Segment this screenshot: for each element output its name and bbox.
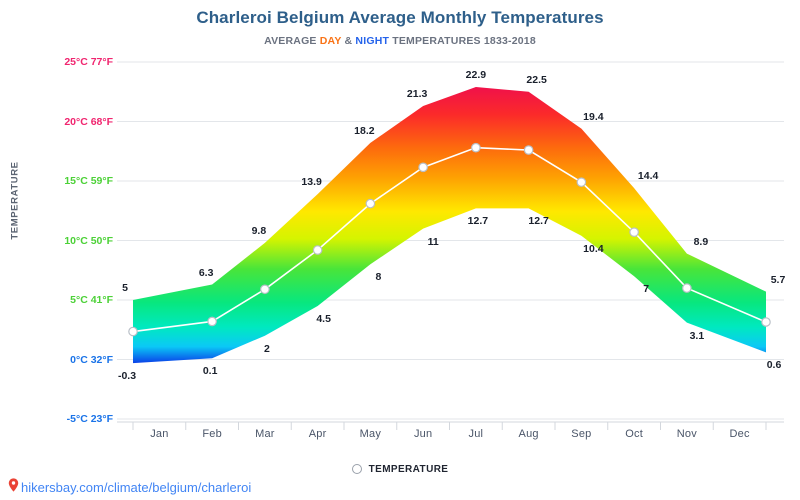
- y-axis-tick-label-6: -5°C 23°F: [66, 413, 113, 425]
- night-value-label-nov: 3.1: [689, 329, 705, 342]
- x-axis: [117, 421, 784, 430]
- x-axis-tick-label-may: May: [359, 428, 382, 440]
- data-point-marker[interactable]: [365, 198, 376, 209]
- y-axis-tick-label-2: 15°C 59°F: [64, 175, 113, 187]
- night-value-label-feb: 0.1: [202, 365, 218, 378]
- data-point-marker[interactable]: [471, 142, 481, 153]
- source-link[interactable]: hikersbay.com/climate/belgium/charleroi: [8, 478, 252, 496]
- data-point-marker[interactable]: [761, 317, 771, 327]
- x-axis-tick-label-jan: Jan: [150, 428, 169, 440]
- chart-subtitle: AVERAGE DAY & NIGHT TEMPERATURES 1833-20…: [0, 35, 800, 47]
- day-value-label-may: 18.2: [354, 124, 375, 137]
- data-point-marker[interactable]: [418, 162, 428, 173]
- day-value-label-jun: 21.3: [406, 88, 428, 101]
- chart-legend[interactable]: TEMPERATURE: [0, 463, 800, 475]
- subtitle-day: DAY: [319, 35, 342, 47]
- night-value-label-aug: 12.7: [528, 215, 549, 228]
- location-pin-icon: [8, 478, 19, 495]
- y-axis-tick-label-3: 10°C 50°F: [64, 234, 113, 247]
- x-axis-tick-label-jul: Jul: [468, 428, 484, 440]
- subtitle-prefix: AVERAGE: [264, 35, 320, 47]
- data-point-marker[interactable]: [576, 177, 587, 187]
- day-value-label-apr: 13.9: [301, 176, 322, 189]
- night-value-label-jan: -0.3: [117, 370, 137, 383]
- page-title: Charleroi Belgium Average Monthly Temper…: [196, 8, 604, 27]
- legend-label: TEMPERATURE: [368, 464, 449, 475]
- night-value-label-sep: 10.4: [583, 242, 604, 255]
- day-value-label-dec: 5.7: [770, 273, 786, 286]
- subtitle-ampersand: &: [341, 35, 356, 47]
- day-value-label-sep: 19.4: [583, 110, 604, 123]
- night-value-label-mar: 2: [263, 342, 270, 355]
- x-axis-tick-label-feb: Feb: [202, 428, 222, 440]
- x-axis-tick-label-dec: Dec: [729, 428, 750, 440]
- temperature-band: [133, 86, 766, 364]
- night-value-label-jun: 11: [427, 235, 439, 248]
- night-value-label-may: 8: [375, 271, 382, 284]
- day-value-label-mar: 9.8: [251, 224, 267, 237]
- night-value-label-oct: 7: [643, 283, 650, 296]
- data-point-marker[interactable]: [312, 245, 323, 255]
- x-axis-tick-label-jun: Jun: [413, 428, 433, 440]
- day-value-label-jan: 5: [122, 282, 128, 294]
- data-point-marker[interactable]: [260, 284, 270, 295]
- x-axis-tick-label-sep: Sep: [571, 428, 592, 440]
- x-axis-tick-label-aug: Aug: [518, 428, 539, 440]
- day-value-label-oct: 14.4: [637, 170, 659, 183]
- y-axis-tick-label-5: 0°C 32°F: [70, 353, 113, 366]
- subtitle-suffix: TEMPERATURES 1833-2018: [389, 35, 536, 47]
- day-value-label-feb: 6.3: [198, 266, 214, 279]
- data-point-marker[interactable]: [207, 316, 217, 327]
- night-value-label-apr: 4.5: [316, 312, 331, 325]
- data-point-marker[interactable]: [682, 283, 692, 293]
- day-value-label-jul: 22.9: [465, 68, 487, 81]
- data-point-marker[interactable]: [629, 227, 639, 237]
- night-value-label-dec: 0.6: [766, 359, 782, 372]
- mean-temperature-line: [128, 142, 771, 337]
- night-value-label-jul: 12.7: [467, 215, 489, 228]
- x-axis-tick-label-nov: Nov: [676, 428, 697, 440]
- data-point-marker[interactable]: [523, 145, 534, 155]
- data-point-marker[interactable]: [128, 326, 138, 337]
- subtitle-night: NIGHT: [355, 35, 390, 47]
- x-axis-tick-label-oct: Oct: [625, 428, 643, 440]
- y-axis-tick-label-1: 20°C 68°F: [64, 115, 113, 128]
- source-url: hikersbay.com/climate/belgium/charleroi: [21, 480, 252, 496]
- circle-outline-icon: [351, 463, 362, 474]
- x-axis-tick-label-apr: Apr: [308, 428, 327, 440]
- x-axis-tick-label-mar: Mar: [255, 428, 275, 440]
- day-value-label-aug: 22.5: [526, 73, 547, 86]
- day-value-label-nov: 8.9: [693, 235, 709, 248]
- y-axis-tick-label-4: 5°C 41°F: [70, 294, 113, 306]
- y-axis-tick-label-0: 25°C 77°F: [64, 56, 113, 68]
